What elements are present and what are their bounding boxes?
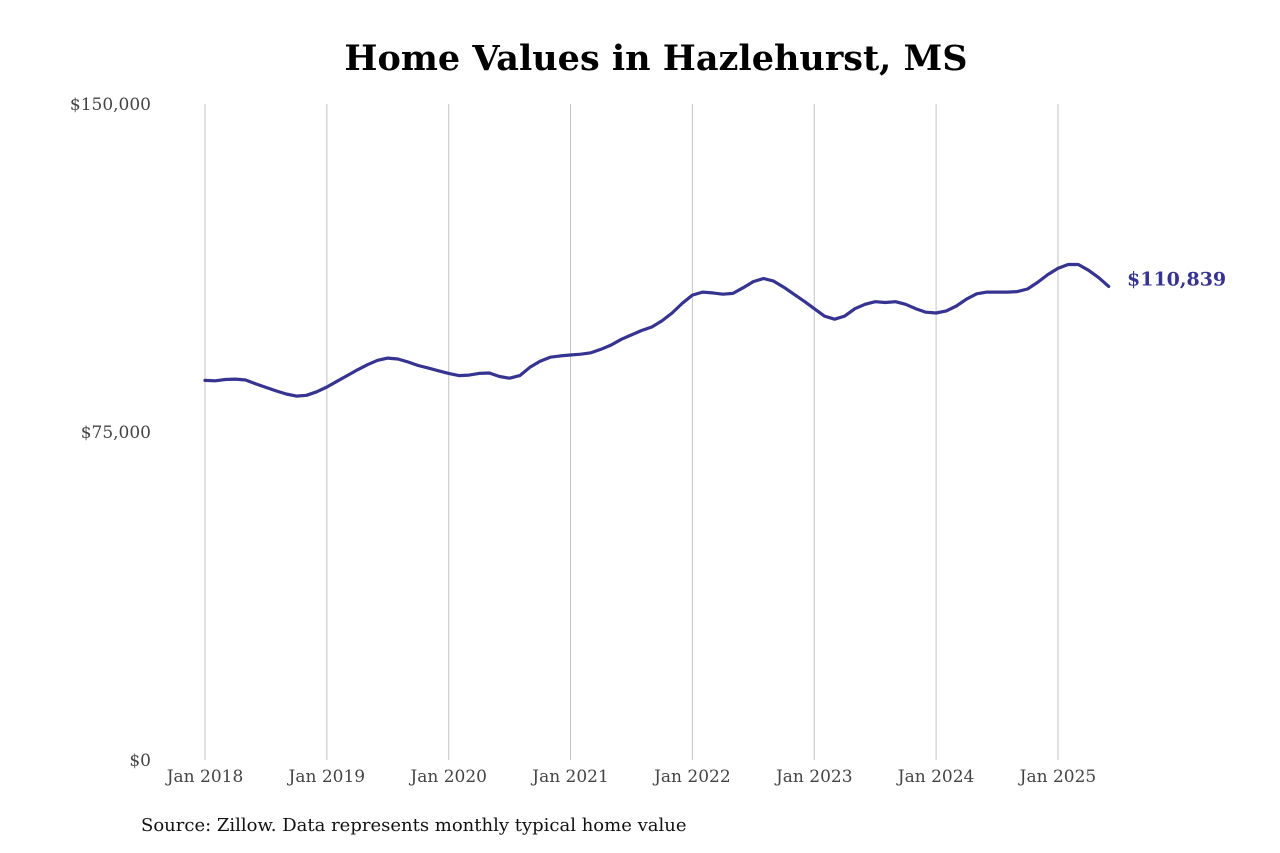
series-line (203, 262, 1111, 398)
y-tick-label: $75,000 (81, 423, 151, 443)
x-tick-label: Jan 2023 (774, 767, 853, 787)
x-axis: Jan 2018 Jan 2019 Jan 2020 Jan 2021 Jan 2022… (165, 767, 1097, 787)
series: $110,839 (203, 262, 1226, 398)
x-tick-label: Jan 2025 (1018, 767, 1097, 787)
chart-title: Home Values in Hazlehurst, MS (344, 38, 968, 79)
x-tick-label: Jan 2022 (652, 767, 731, 787)
y-tick-label: $0 (129, 751, 151, 771)
x-tick-label: Jan 2024 (896, 767, 975, 787)
chart-source: Source: Zillow. Data represents monthly … (141, 815, 687, 836)
x-tick-label: Jan 2021 (530, 767, 609, 787)
end-value-label: $110,839 (1127, 268, 1226, 290)
x-tick-label: Jan 2019 (287, 767, 366, 787)
y-tick-label: $150,000 (70, 95, 151, 115)
x-tick-label: Jan 2020 (408, 767, 487, 787)
gridlines (204, 104, 1059, 760)
x-tick-label: Jan 2018 (165, 767, 244, 787)
y-axis: $0 $75,000 $150,000 (70, 95, 151, 771)
